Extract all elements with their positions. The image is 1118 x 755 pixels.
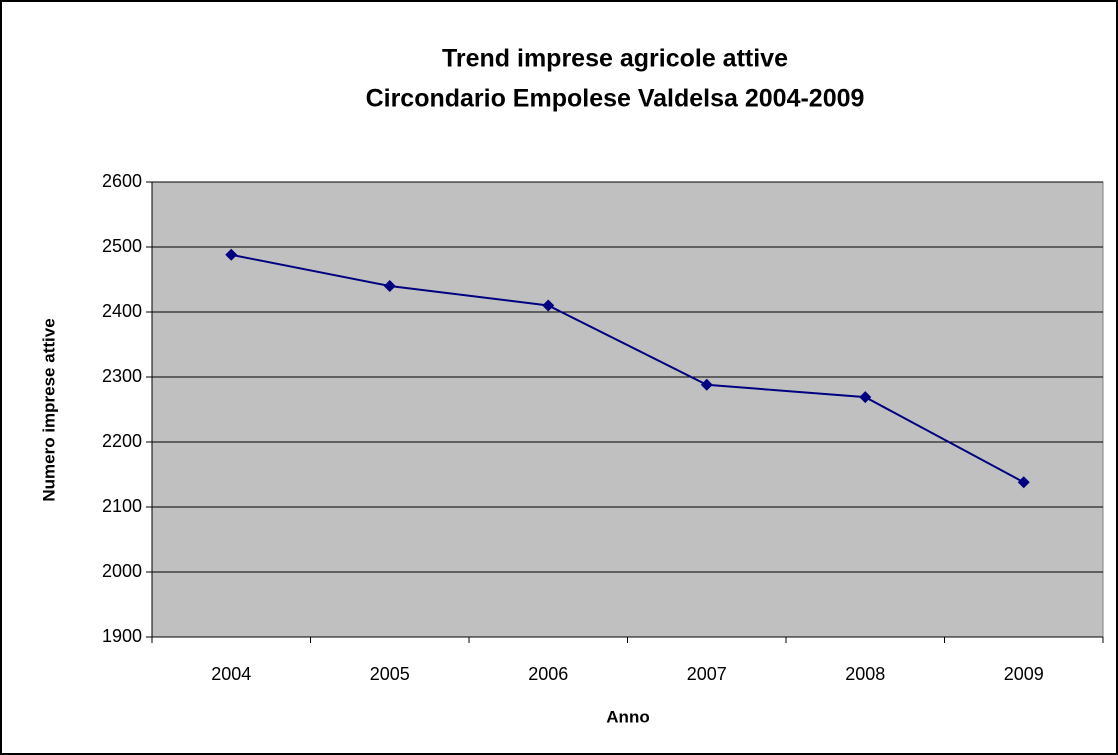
y-tick-label: 1900	[102, 626, 142, 646]
y-tick-label: 2300	[102, 366, 142, 386]
data-point	[700, 378, 713, 391]
data-point	[225, 248, 238, 261]
y-tick-label: 2100	[102, 496, 142, 516]
x-tick-label: 2006	[528, 664, 568, 684]
plot-area	[151, 181, 1104, 638]
data-point	[859, 391, 872, 404]
x-tick-label: 2005	[370, 664, 410, 684]
y-tick-label: 2400	[102, 301, 142, 321]
x-axis-title: Anno	[606, 707, 649, 726]
y-tick-label: 2000	[102, 561, 142, 581]
chart-title: Circondario Empolese Valdelsa 2004-2009	[366, 85, 865, 113]
y-tick-label: 2600	[102, 171, 142, 191]
x-tick-label: 2007	[687, 664, 727, 684]
x-tick-label: 2009	[1004, 664, 1044, 684]
y-tick-label: 2500	[102, 236, 142, 256]
data-line	[231, 253, 1025, 484]
chart-title: Trend imprese agricole attive	[442, 45, 788, 73]
y-axis-title: Numero imprese attive	[39, 318, 58, 501]
y-tick-label: 2200	[102, 431, 142, 451]
data-point	[542, 299, 555, 312]
data-point	[1017, 476, 1030, 489]
x-tick-label: 2008	[845, 664, 885, 684]
data-point	[383, 280, 396, 292]
x-tick-label: 2004	[211, 664, 251, 684]
